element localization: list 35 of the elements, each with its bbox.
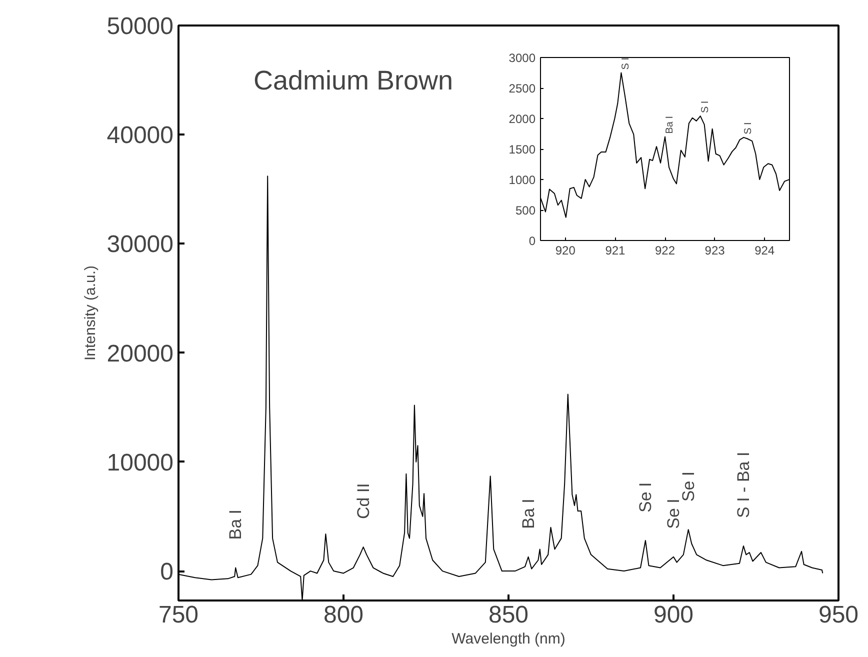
x-tick-label: 921 — [605, 244, 626, 258]
annotation: Ba I — [226, 510, 246, 540]
x-tick-label: 950 — [818, 602, 859, 628]
y-tick-label: 50000 — [106, 13, 174, 40]
y-tick-label: 500 — [515, 204, 536, 218]
y-tick-label: 1000 — [508, 173, 536, 187]
annotation: Cadmium Brown — [254, 66, 454, 96]
x-tick-label: 750 — [158, 602, 199, 628]
y-tick-label: 2000 — [508, 112, 536, 126]
y-tick-label: 0 — [160, 558, 174, 586]
x-tick-label: 922 — [654, 244, 676, 258]
x-tick-label: 924 — [754, 244, 775, 258]
x-tick-label: 923 — [704, 244, 726, 258]
x-tick-label: 920 — [555, 244, 576, 258]
y-tick-label: 40000 — [106, 122, 174, 150]
y-tick-label: 3000 — [508, 51, 536, 65]
annotation: S I — [743, 122, 754, 134]
annotation: Ba I — [518, 498, 538, 529]
annotation: S I — [700, 100, 711, 114]
y-axis-title: Intensity (a.u.) — [82, 265, 99, 361]
annotation: Ba I — [664, 116, 676, 134]
y-tick-label: 20000 — [106, 340, 174, 368]
x-tick-label: 800 — [323, 602, 364, 628]
y-tick-label: 2500 — [508, 82, 536, 96]
annotation: Se I — [636, 482, 655, 512]
y-tick-label: 30000 — [106, 231, 174, 258]
annotation: Cd II — [354, 483, 373, 520]
x-tick-label: 900 — [653, 602, 694, 628]
y-tick-label: 10000 — [106, 449, 174, 476]
y-tick-label: 0 — [528, 234, 536, 248]
x-tick-label: 850 — [488, 602, 529, 628]
annotation: S I — [620, 58, 632, 70]
x-axis-title: Wavelength (nm) — [452, 630, 566, 648]
annotation: S I - Ba I — [734, 452, 753, 518]
y-tick-label: 1500 — [508, 142, 536, 156]
